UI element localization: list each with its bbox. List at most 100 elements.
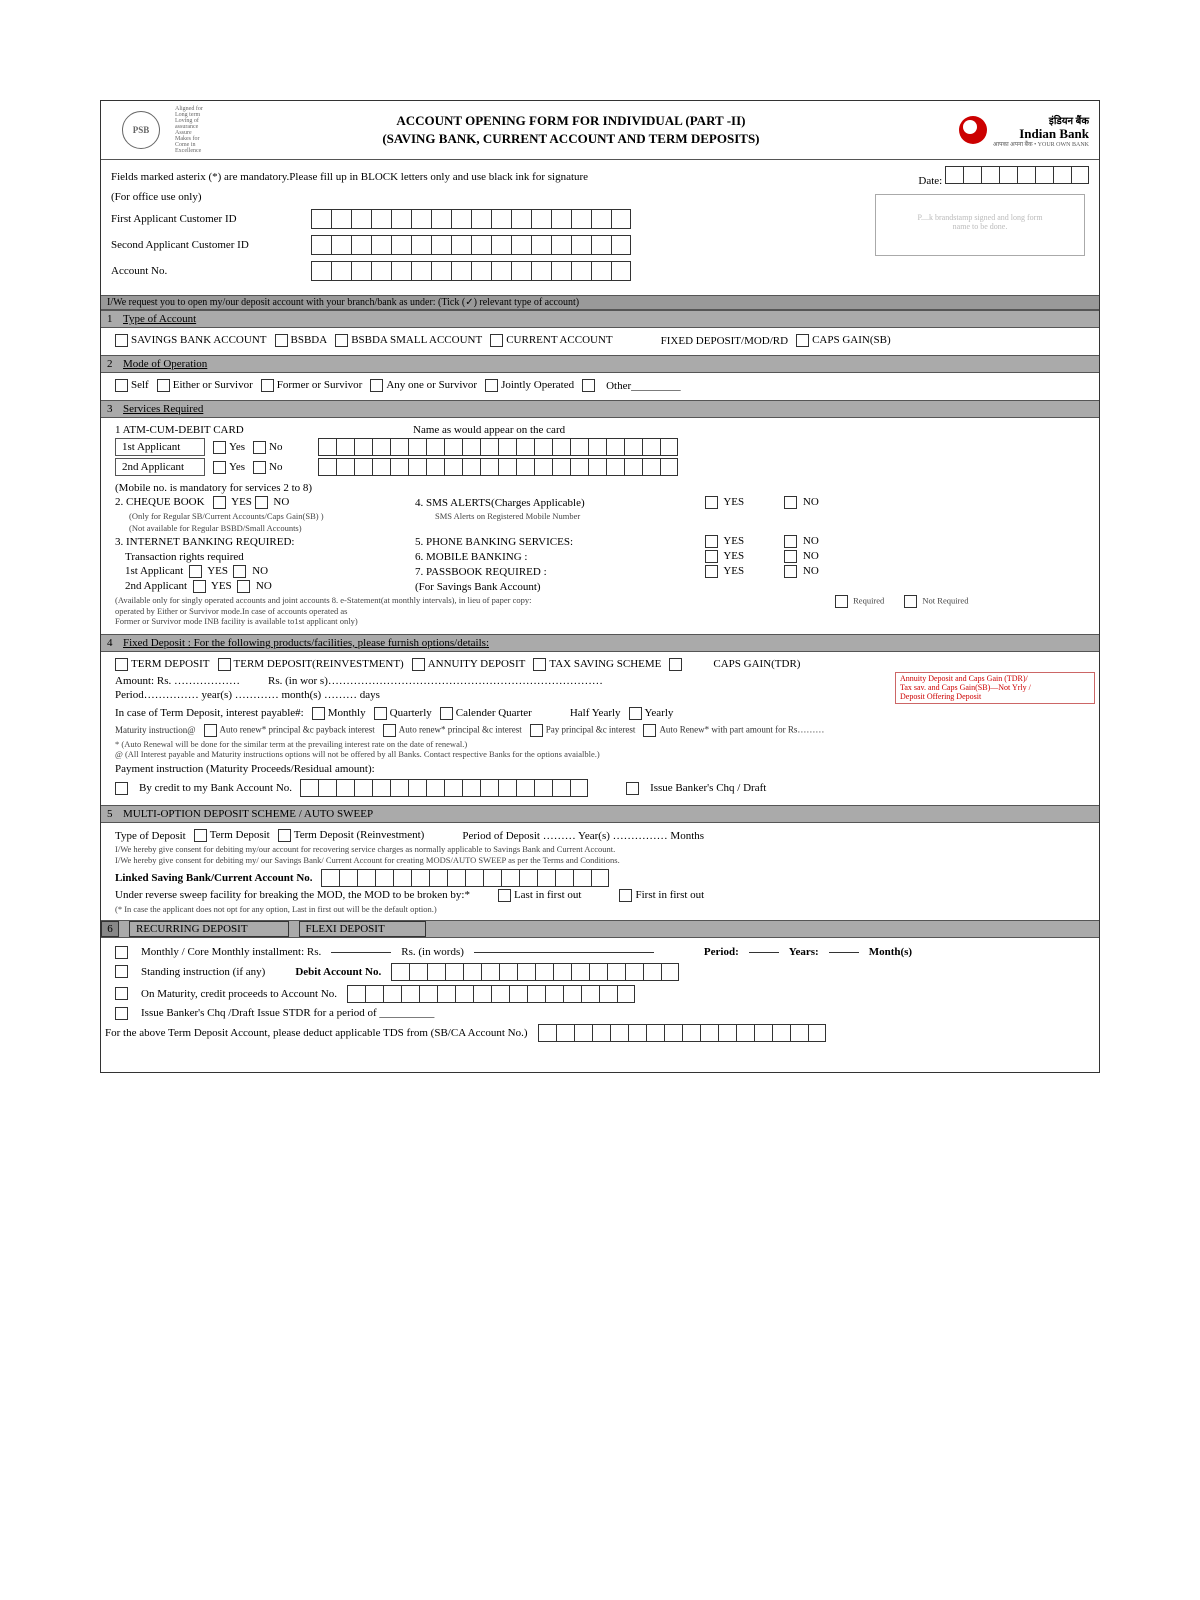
consent-1: I/We hereby give consent for debiting my… [115, 844, 1089, 854]
reverse-sweep-label: Under reverse sweep facility for breakin… [115, 889, 470, 901]
checkbox[interactable] [490, 334, 503, 347]
card-name-1-input[interactable] [318, 438, 678, 456]
checkbox[interactable] [643, 724, 656, 737]
section-1-bar: 1Type of Account [101, 310, 1099, 328]
red-note-box: Annuity Deposit and Caps Gain (TDR)/ Tax… [895, 672, 1095, 704]
instructions-text: Fields marked asterix (*) are mandatory.… [111, 171, 588, 183]
checkbox[interactable] [115, 379, 128, 392]
date-boxes[interactable] [945, 166, 1089, 184]
checkbox[interactable] [440, 707, 453, 720]
checkbox[interactable] [115, 334, 128, 347]
request-strip: I/We request you to open my/our deposit … [101, 295, 1099, 310]
checkbox[interactable] [705, 496, 718, 509]
checkbox[interactable] [312, 707, 325, 720]
maturity-note: @ (All Interest payable and Maturity ins… [115, 749, 1089, 759]
checkbox[interactable] [157, 379, 170, 392]
psb-tagline: Aligned for Long term Loving of assuranc… [175, 106, 203, 154]
checkbox[interactable] [253, 461, 266, 474]
checkbox[interactable] [194, 829, 207, 842]
checkbox[interactable] [619, 889, 632, 902]
linked-account-label: Linked Saving Bank/Current Account No. [115, 872, 313, 884]
checkbox[interactable] [115, 658, 128, 671]
tds-label: For the above Term Deposit Account, plea… [105, 1027, 528, 1039]
account-no-label: Account No. [111, 265, 311, 277]
tds-account-input[interactable] [538, 1024, 826, 1042]
checkbox[interactable] [784, 550, 797, 563]
checkbox[interactable] [218, 658, 231, 671]
checkbox[interactable] [485, 379, 498, 392]
checkbox[interactable] [669, 658, 682, 671]
checkbox[interactable] [784, 535, 797, 548]
checkbox[interactable] [626, 782, 639, 795]
checkbox[interactable] [255, 496, 268, 509]
checkbox[interactable] [115, 987, 128, 1000]
checkbox[interactable] [705, 550, 718, 563]
checkbox[interactable] [383, 724, 396, 737]
indian-bank-logo: इंडियन बैंक Indian Bank आपका अपना बैंक •… [939, 113, 1089, 148]
checkbox[interactable] [278, 829, 291, 842]
checkbox[interactable] [115, 965, 128, 978]
checkbox[interactable] [705, 535, 718, 548]
checkbox[interactable] [115, 782, 128, 795]
checkbox[interactable] [705, 565, 718, 578]
checkbox[interactable] [498, 889, 511, 902]
account-no-input[interactable] [311, 261, 631, 281]
consent-2: I/We hereby give consent for debiting my… [115, 855, 1089, 865]
mode-operation-options: Self Either or Survivor Former or Surviv… [115, 379, 1089, 392]
checkbox[interactable] [115, 946, 128, 959]
checkbox[interactable] [261, 379, 274, 392]
checkbox[interactable] [193, 580, 206, 593]
card-name-2-input[interactable] [318, 458, 678, 476]
photo-stamp-box: P....k brandstamp signed and long form n… [875, 194, 1085, 256]
checkbox[interactable] [374, 707, 387, 720]
checkbox[interactable] [233, 565, 246, 578]
checkbox[interactable] [213, 461, 226, 474]
checkbox[interactable] [204, 724, 217, 737]
section-4-bar: 4Fixed Deposit : For the following produ… [101, 634, 1099, 652]
checkbox[interactable] [530, 724, 543, 737]
checkbox[interactable] [533, 658, 546, 671]
checkbox[interactable] [189, 565, 202, 578]
checkbox[interactable] [904, 595, 917, 608]
checkbox[interactable] [213, 496, 226, 509]
psb-logo: PSB [111, 105, 171, 155]
debit-account-input[interactable] [391, 963, 679, 981]
payment-instruction-label: Payment instruction (Maturity Proceeds/R… [115, 763, 1089, 775]
checkbox[interactable] [784, 565, 797, 578]
date-label: Date: [918, 175, 942, 187]
section-5-bar: 5MULTI-OPTION DEPOSIT SCHEME / AUTO SWEE… [101, 805, 1099, 823]
maturity-credit-input[interactable] [347, 985, 635, 1003]
checkbox[interactable] [115, 1007, 128, 1020]
checkbox[interactable] [335, 334, 348, 347]
checkbox[interactable] [796, 334, 809, 347]
form-header: PSB Aligned for Long term Loving of assu… [101, 101, 1099, 160]
checkbox[interactable] [237, 580, 250, 593]
checkbox[interactable] [784, 496, 797, 509]
checkbox[interactable] [253, 441, 266, 454]
second-customer-label: Second Applicant Customer ID [111, 239, 311, 251]
type-deposit-label: Type of Deposit [115, 830, 186, 842]
form-title: ACCOUNT OPENING FORM FOR INDIVIDUAL (PAR… [203, 112, 939, 148]
checkbox[interactable] [629, 707, 642, 720]
atm-card-label: 1 ATM-CUM-DEBIT CARD [115, 424, 405, 436]
section-2-bar: 2Mode of Operation [101, 355, 1099, 373]
section-6-bar: 6 RECURRING DEPOSIT FLEXI DEPOSIT [101, 920, 1099, 938]
auto-renewal-note: * (Auto Renewal will be done for the sim… [115, 739, 1089, 749]
checkbox[interactable] [582, 379, 595, 392]
name-on-card-label: Name as would appear on the card [413, 424, 565, 436]
first-customer-label: First Applicant Customer ID [111, 213, 311, 225]
checkbox[interactable] [213, 441, 226, 454]
top-fields: Fields marked asterix (*) are mandatory.… [101, 160, 1099, 295]
mobile-mandatory-note: (Mobile no. is mandatory for services 2 … [115, 482, 1089, 494]
second-customer-input[interactable] [311, 235, 631, 255]
checkbox[interactable] [275, 334, 288, 347]
checkbox[interactable] [835, 595, 848, 608]
maturity-instruction-label: Maturity instruction@ [115, 725, 196, 735]
first-applicant-label: 1st Applicant [115, 438, 205, 456]
checkbox[interactable] [412, 658, 425, 671]
account-type-options: SAVINGS BANK ACCOUNT BSBDA BSBDA SMALL A… [115, 334, 1089, 347]
linked-account-input[interactable] [321, 869, 609, 887]
first-customer-input[interactable] [311, 209, 631, 229]
credit-account-input[interactable] [300, 779, 588, 797]
checkbox[interactable] [370, 379, 383, 392]
